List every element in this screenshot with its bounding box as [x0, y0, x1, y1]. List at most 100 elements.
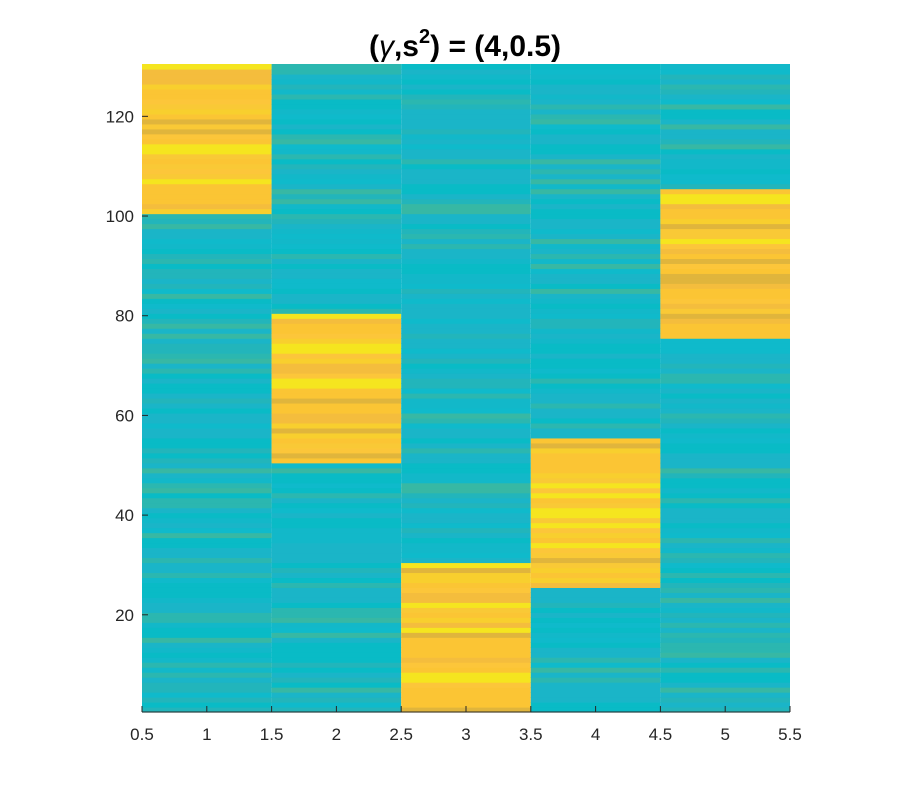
heatmap-cell	[660, 128, 790, 135]
heatmap-cell	[271, 402, 402, 409]
heatmap-cell	[142, 682, 272, 688]
heatmap-cell	[530, 258, 661, 264]
heatmap-cell	[142, 178, 272, 185]
y-tick-label: 100	[106, 207, 134, 226]
heatmap-cell	[660, 223, 790, 230]
heatmap-cell	[530, 128, 661, 135]
heatmap-cell	[271, 133, 402, 140]
heatmap-cell	[401, 113, 531, 120]
heatmap-cell	[530, 233, 661, 240]
heatmap-cell	[271, 333, 402, 339]
heatmap-cell	[530, 547, 661, 554]
heatmap-cell	[530, 677, 661, 683]
heatmap-cell	[271, 308, 402, 314]
heatmap-cell	[401, 253, 531, 259]
heatmap-cell	[660, 407, 790, 414]
heatmap-cell	[142, 308, 272, 314]
heatmap-cell	[530, 627, 661, 633]
heatmap-cell	[401, 373, 531, 379]
heatmap-cell	[401, 358, 531, 364]
heatmap-cell	[271, 198, 402, 205]
heatmap-cell	[271, 432, 402, 439]
heatmap-cell	[142, 193, 272, 200]
heatmap-cell	[401, 457, 531, 464]
heatmap-cell	[401, 442, 531, 449]
heatmap-cell	[660, 537, 790, 544]
heatmap-cell	[530, 253, 661, 259]
heatmap-cell	[660, 512, 790, 519]
heatmap-cell	[271, 258, 402, 264]
heatmap-cell	[271, 183, 402, 190]
heatmap-cell	[271, 507, 402, 514]
heatmap-cell	[401, 308, 531, 314]
heatmap-cell	[142, 582, 272, 588]
heatmap-cell	[271, 208, 402, 215]
heatmap-cell	[142, 383, 272, 389]
heatmap-cell	[142, 567, 272, 574]
heatmap-cell	[271, 667, 402, 673]
heatmap-cell	[271, 273, 402, 279]
heatmap-cell	[660, 607, 790, 613]
heatmap-cell	[660, 248, 790, 255]
heatmap-cell	[530, 138, 661, 145]
heatmap-cell	[660, 113, 790, 120]
heatmap-cell	[142, 437, 272, 444]
heatmap-cell	[401, 507, 531, 514]
heatmap-cell	[401, 572, 531, 579]
heatmap-cell	[530, 318, 661, 324]
heatmap-cell	[401, 462, 531, 469]
heatmap-cell	[271, 143, 402, 150]
heatmap-cell	[530, 243, 661, 250]
heatmap-cell	[271, 662, 402, 668]
heatmap-cell	[660, 657, 790, 663]
heatmap-cell	[401, 353, 531, 359]
heatmap-cell	[530, 98, 661, 105]
heatmap-cell	[142, 507, 272, 514]
heatmap-cell	[142, 168, 272, 175]
heatmap-cell	[660, 417, 790, 424]
heatmap-cell	[530, 93, 661, 100]
heatmap-cell	[401, 647, 531, 653]
heatmap-cell	[142, 702, 272, 708]
heatmap-cell	[401, 103, 531, 110]
heatmap-cell	[530, 432, 661, 439]
heatmap-cell	[530, 73, 661, 80]
heatmap-cell	[530, 333, 661, 339]
heatmap-cell	[660, 697, 790, 703]
x-tick-label: 3.5	[519, 725, 543, 744]
heatmap-cell	[530, 78, 661, 85]
heatmap-cell	[271, 487, 402, 494]
heatmap-cell	[271, 64, 402, 70]
heatmap-cell	[142, 273, 272, 279]
heatmap-cell	[401, 183, 531, 190]
heatmap-cell	[142, 417, 272, 424]
heatmap-cell	[660, 338, 790, 344]
heatmap-cell	[142, 687, 272, 693]
heatmap-cell	[271, 383, 402, 389]
heatmap-cell	[660, 492, 790, 499]
heatmap-cell	[660, 168, 790, 175]
heatmap-cell	[142, 283, 272, 289]
heatmap-cell	[142, 647, 272, 653]
heatmap-cell	[530, 133, 661, 140]
heatmap-cell	[530, 577, 661, 583]
heatmap-cell	[271, 582, 402, 588]
heatmap-cell	[660, 682, 790, 688]
heatmap-cell	[530, 323, 661, 329]
heatmap-cell	[530, 457, 661, 464]
heatmap-cell	[401, 412, 531, 419]
heatmap-cell	[401, 467, 531, 474]
heatmap-cell	[142, 627, 272, 633]
heatmap-cell	[530, 622, 661, 628]
heatmap-cell	[660, 228, 790, 235]
heatmap-cell	[271, 188, 402, 195]
heatmap-cell	[530, 288, 661, 294]
heatmap-cell	[660, 587, 790, 593]
heatmap-cell	[660, 487, 790, 494]
heatmap-cell	[530, 407, 661, 414]
heatmap-cell	[660, 208, 790, 215]
heatmap-cell	[660, 88, 790, 95]
heatmap-cell	[142, 293, 272, 299]
heatmap-cell	[530, 183, 661, 190]
heatmap-cell	[142, 692, 272, 698]
